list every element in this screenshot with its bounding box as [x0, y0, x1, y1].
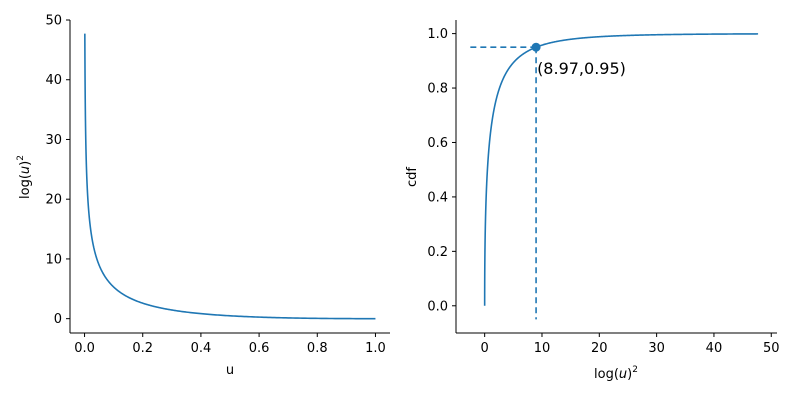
right-y-tick-label: 0.2: [427, 245, 448, 260]
right-panel: (8.97,0.95) 0 10 20 30 40 50 0.0 0.2 0.4 0.6 0.8 1…: [405, 20, 780, 382]
reference-point-marker: [531, 42, 541, 52]
left-y-ticks: 0 10 20 30 40 50: [45, 14, 70, 327]
right-x-axis-label: log(u)2: [594, 365, 638, 382]
left-x-tick-label: 0.6: [249, 341, 270, 356]
right-y-tick-label: 0.8: [427, 82, 448, 97]
left-y-tick-label: 10: [45, 252, 62, 267]
left-y-tick-label: 20: [45, 193, 62, 208]
left-y-tick-label: 40: [45, 73, 62, 88]
right-x-tick-label: 40: [706, 341, 723, 356]
right-y-tick-label: 0.4: [427, 190, 448, 205]
right-series-line: [483, 33, 759, 306]
reference-point-label: (8.97,0.95): [537, 59, 626, 78]
right-x-tick-label: 30: [648, 341, 665, 356]
left-panel: 0.0 0.2 0.4 0.6 0.8 1.0 0 10 20 30 40 50 u log(u)2: [16, 14, 390, 378]
right-y-tick-label: 0.0: [427, 299, 448, 314]
left-x-ticks: 0.0 0.2 0.4 0.6 0.8 1.0: [74, 333, 386, 356]
left-y-tick-label: 0: [54, 312, 62, 327]
left-x-tick-label: 0.4: [191, 341, 212, 356]
right-x-ticks: 0 10 20 30 40 50: [481, 333, 780, 356]
left-x-tick-label: 0.8: [307, 341, 328, 356]
left-y-tick-label: 30: [45, 133, 62, 148]
left-x-tick-label: 0.2: [132, 341, 153, 356]
right-y-axis-label: cdf: [405, 167, 420, 187]
left-series-line: [84, 33, 376, 320]
left-x-tick-label: 1.0: [365, 341, 386, 356]
right-y-tick-label: 1.0: [427, 27, 448, 42]
right-y-tick-label: 0.6: [427, 136, 448, 151]
right-x-tick-label: 0: [481, 341, 489, 356]
right-x-tick-label: 20: [591, 341, 608, 356]
left-y-axis-label: log(u)2: [16, 155, 33, 199]
left-x-tick-label: 0.0: [74, 341, 95, 356]
right-x-tick-label: 50: [763, 341, 780, 356]
right-y-ticks: 0.0 0.2 0.4 0.6 0.8 1.0: [427, 27, 456, 314]
right-x-tick-label: 10: [534, 341, 551, 356]
left-y-tick-label: 50: [45, 14, 62, 29]
left-x-axis-label: u: [226, 363, 234, 378]
